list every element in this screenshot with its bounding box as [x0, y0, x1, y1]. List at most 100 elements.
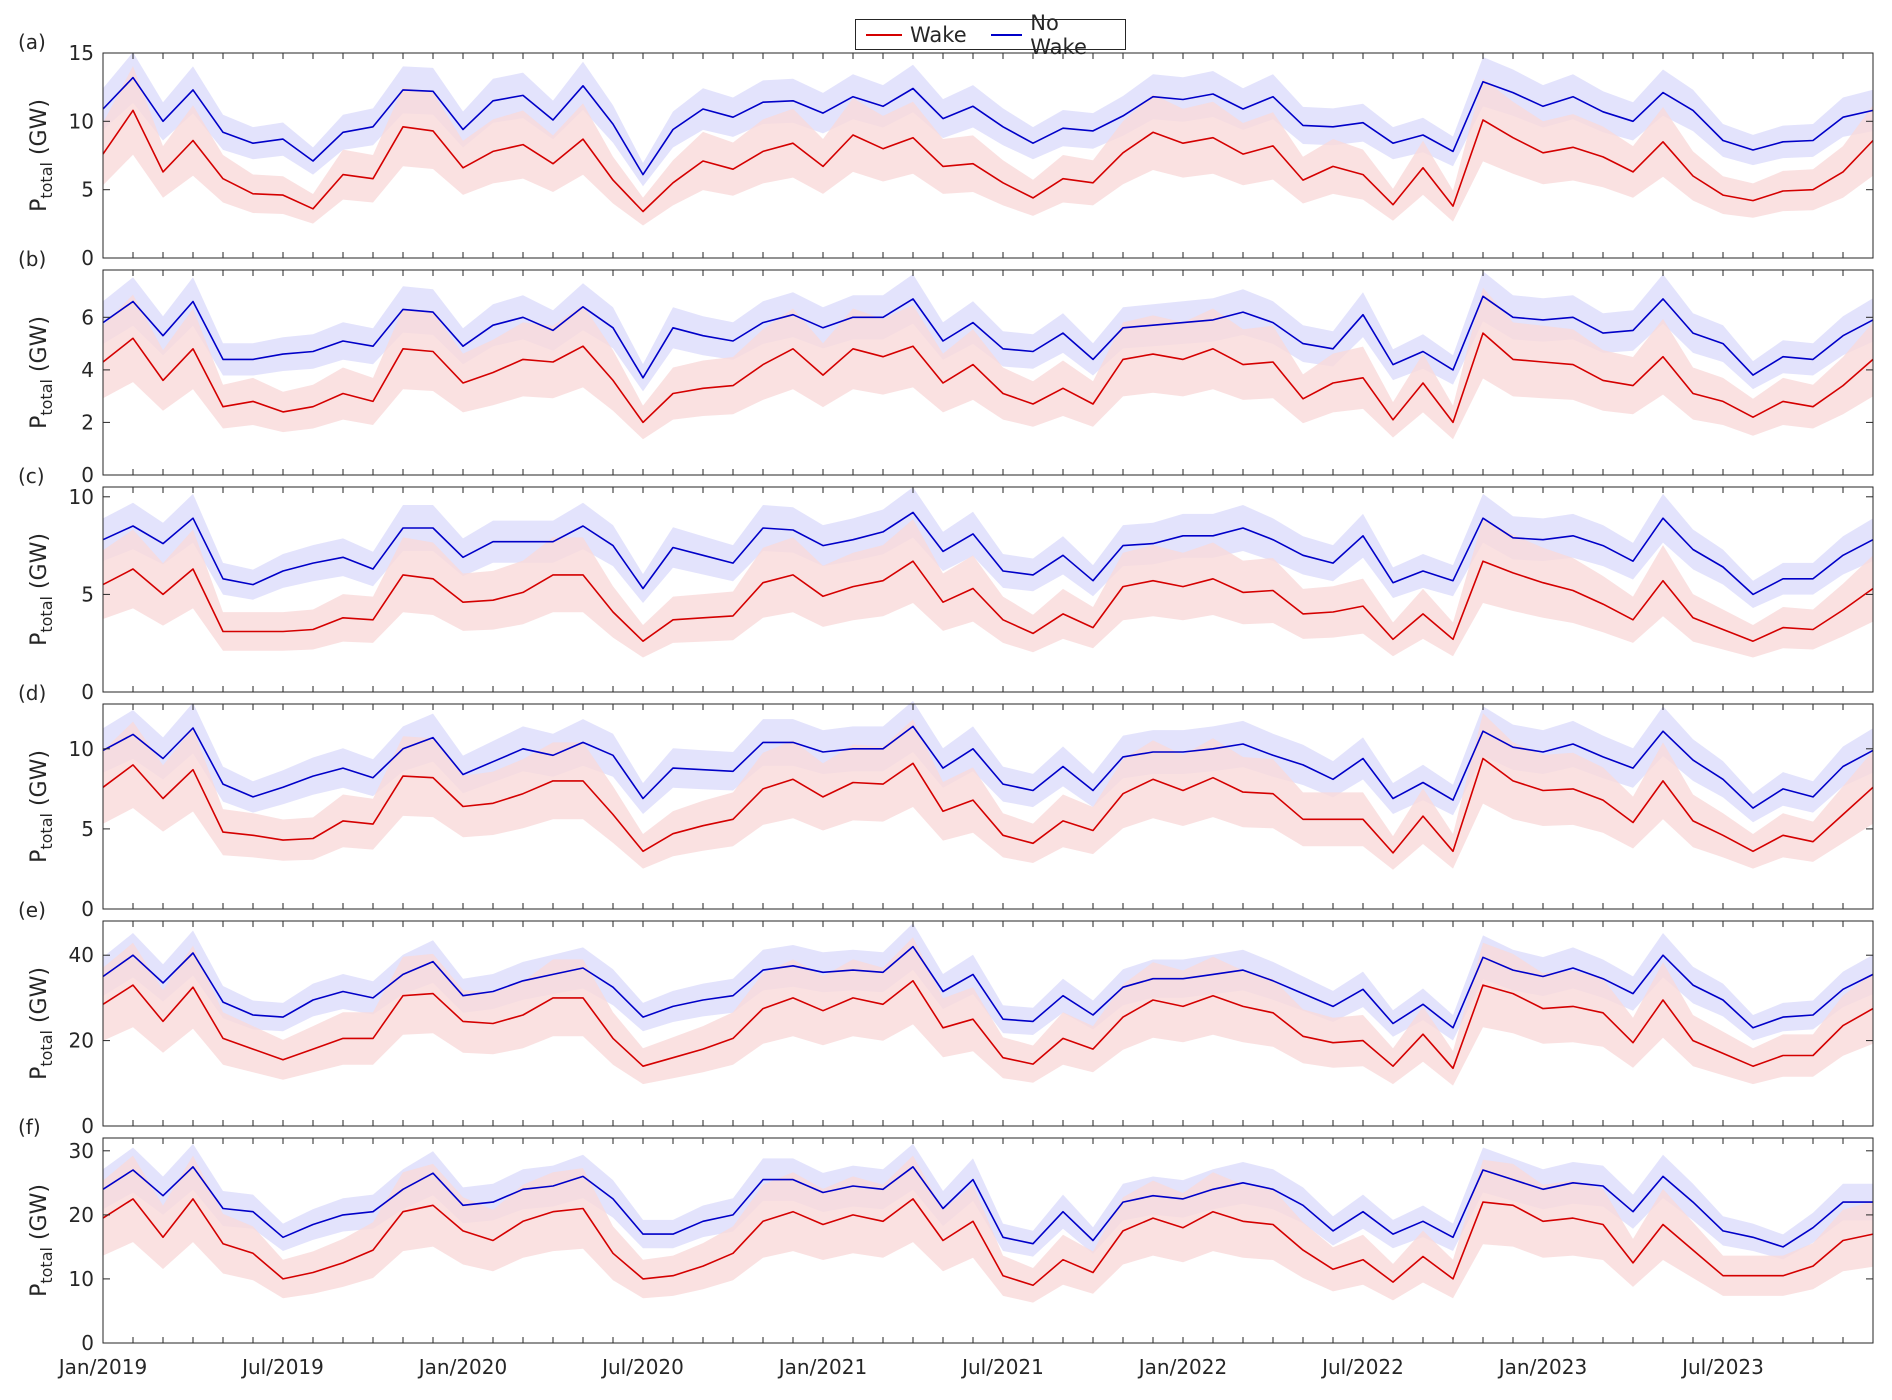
series-line-no-wake [102, 725, 1874, 809]
y-axis-label-main: P [27, 1067, 52, 1080]
series-line-wake [102, 560, 1874, 643]
y-tick-label: 20 [69, 1203, 94, 1227]
y-axis-label-sub: total [37, 596, 56, 633]
y-tick-label: 40 [69, 943, 94, 967]
y-axis-label-unit: (GW) [27, 99, 52, 162]
legend-swatch-nowake [990, 33, 1023, 36]
y-tick-label: 0 [81, 680, 94, 704]
y-tick-label: 5 [81, 178, 94, 202]
axes-box [102, 920, 1874, 1127]
legend: Wake No Wake [855, 11, 1126, 59]
band-wake [103, 66, 1873, 226]
y-tick-label: 20 [69, 1029, 94, 1053]
axes-box [102, 269, 1874, 476]
y-axis-label-unit: (GW) [27, 533, 52, 596]
panel-label: (a) [18, 30, 46, 54]
y-axis-label-sub: total [37, 162, 56, 199]
band-wake [103, 519, 1873, 658]
series-line-wake [102, 757, 1874, 854]
y-axis-label-unit: (GW) [27, 1184, 52, 1247]
y-tick-label: 0 [81, 246, 94, 270]
axes-box [102, 486, 1874, 693]
y-tick-label: 30 [69, 1139, 94, 1163]
legend-swatch-wake [866, 33, 902, 36]
band-wake [103, 1155, 1873, 1303]
band-no-wake [103, 1143, 1873, 1260]
series-line-wake [102, 109, 1874, 213]
y-axis-label-sub: total [37, 813, 56, 850]
x-tick-label: Jan/2022 [1137, 1355, 1227, 1379]
y-axis-label-sub: total [37, 1247, 56, 1284]
legend-label-wake: Wake [910, 22, 967, 47]
panels-group: 0 5 10 15 (a) Ptotal (GW) 0 2 4 6 (b) Ptotal (GW) 0 5… [18, 30, 1874, 1379]
y-axis-label-main: P [27, 633, 52, 646]
x-tick-label: Jan/2020 [417, 1355, 507, 1379]
legend-label-nowake: No Wake [1030, 10, 1087, 59]
band-no-wake [103, 923, 1873, 1041]
band-no-wake [103, 487, 1873, 608]
y-tick-label: 10 [69, 737, 94, 761]
series-line-wake [102, 979, 1874, 1070]
y-axis-label-main: P [27, 416, 52, 429]
panel-label: (c) [18, 464, 45, 488]
panel-a: 0 5 10 15 (a) Ptotal (GW) [18, 30, 1874, 270]
band-no-wake [103, 52, 1873, 187]
panel-label: (e) [18, 898, 46, 922]
y-axis-label: Ptotal (GW) [27, 967, 56, 1080]
y-axis-label-unit: (GW) [27, 967, 52, 1030]
y-axis-label: Ptotal (GW) [27, 99, 56, 212]
band-no-wake [103, 271, 1873, 392]
y-axis-label-main: P [27, 850, 52, 863]
y-tick-label: 15 [69, 41, 94, 65]
y-tick-label: 10 [69, 1267, 94, 1291]
panel-d: 0 5 10 (d) Ptotal (GW) [18, 681, 1874, 921]
x-tick-label: Jul/2020 [600, 1355, 684, 1379]
panel-label: (f) [18, 1115, 41, 1139]
y-axis-label: Ptotal (GW) [27, 316, 56, 429]
y-tick-label: 0 [81, 463, 94, 487]
axes-box [102, 703, 1874, 910]
panel-label: (b) [18, 247, 46, 271]
panel-b: 0 2 4 6 (b) Ptotal (GW) [18, 247, 1874, 487]
y-tick-label: 0 [81, 897, 94, 921]
series-line-no-wake [102, 1166, 1873, 1248]
y-axis-label-unit: (GW) [27, 750, 52, 813]
series-line-no-wake [102, 945, 1874, 1029]
series-line-no-wake [102, 295, 1874, 379]
y-axis-label: Ptotal (GW) [27, 533, 56, 646]
band-wake [103, 287, 1873, 440]
y-tick-label: 6 [81, 305, 94, 329]
series-line-no-wake [102, 511, 1874, 596]
x-tick-label: Jan/2019 [57, 1355, 147, 1379]
panel-f: 0 10 20 30 (f) Ptotal (GW) Jan/2019 Jul/2019 Jan… [18, 1115, 1874, 1379]
y-tick-label: 5 [81, 582, 94, 606]
y-tick-label: 2 [81, 410, 94, 434]
y-axis-label: Ptotal (GW) [27, 750, 56, 863]
axes-box [102, 1137, 1874, 1344]
x-tick-label: Jan/2021 [777, 1355, 867, 1379]
y-axis-label-main: P [27, 199, 52, 212]
y-tick-label: 5 [81, 817, 94, 841]
panel-label: (d) [18, 681, 46, 705]
band-wake [103, 937, 1873, 1086]
y-tick-label: 0 [81, 1114, 94, 1138]
series-line-wake [102, 332, 1874, 424]
x-tick-label: Jul/2021 [960, 1355, 1044, 1379]
band-no-wake [103, 700, 1873, 823]
y-axis-label: Ptotal (GW) [27, 1184, 56, 1297]
y-tick-label: 10 [69, 109, 94, 133]
axes-box [102, 52, 1874, 259]
panel-c: 0 5 10 (c) Ptotal (GW) [18, 464, 1874, 704]
y-tick-label: 4 [81, 358, 94, 382]
x-tick-label: Jul/2023 [1680, 1355, 1764, 1379]
series-line-wake [102, 1198, 1874, 1287]
y-axis-label-sub: total [37, 1030, 56, 1067]
y-axis-label-sub: total [37, 379, 56, 416]
x-tick-label: Jul/2019 [240, 1355, 324, 1379]
series-line-no-wake [102, 76, 1874, 176]
y-axis-label-unit: (GW) [27, 316, 52, 379]
x-tick-label: Jul/2022 [1320, 1355, 1404, 1379]
legend-item-wake: Wake [866, 23, 967, 47]
y-tick-label: 10 [69, 485, 94, 509]
